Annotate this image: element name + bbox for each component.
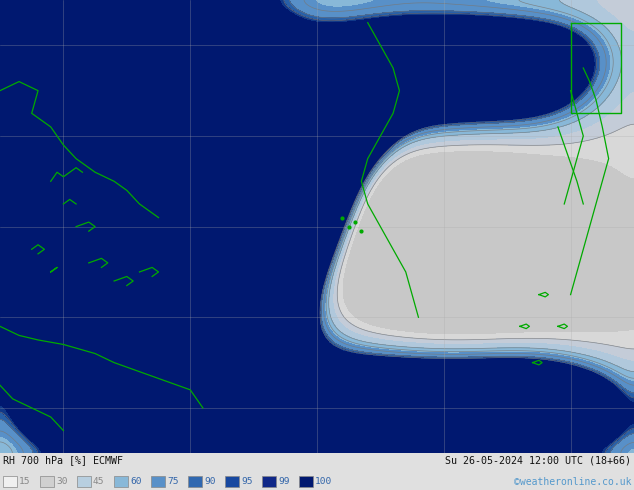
Text: 99: 99: [278, 477, 290, 486]
Text: 60: 60: [130, 477, 141, 486]
Bar: [114, 476, 128, 487]
Bar: [299, 476, 313, 487]
Text: Su 26-05-2024 12:00 UTC (18+66): Su 26-05-2024 12:00 UTC (18+66): [445, 455, 631, 465]
Bar: [151, 476, 165, 487]
Text: 100: 100: [315, 477, 332, 486]
Bar: [188, 476, 202, 487]
Text: 90: 90: [204, 477, 216, 486]
Bar: [3, 476, 17, 487]
Text: RH 700 hPa [%] ECMWF: RH 700 hPa [%] ECMWF: [3, 455, 123, 465]
Bar: [77, 476, 91, 487]
Text: 15: 15: [19, 477, 30, 486]
Bar: [262, 476, 276, 487]
Text: ©weatheronline.co.uk: ©weatheronline.co.uk: [514, 477, 631, 487]
Text: 45: 45: [93, 477, 105, 486]
Text: 30: 30: [56, 477, 67, 486]
Text: 75: 75: [167, 477, 179, 486]
Bar: [40, 476, 54, 487]
Text: 95: 95: [241, 477, 252, 486]
Bar: [225, 476, 239, 487]
